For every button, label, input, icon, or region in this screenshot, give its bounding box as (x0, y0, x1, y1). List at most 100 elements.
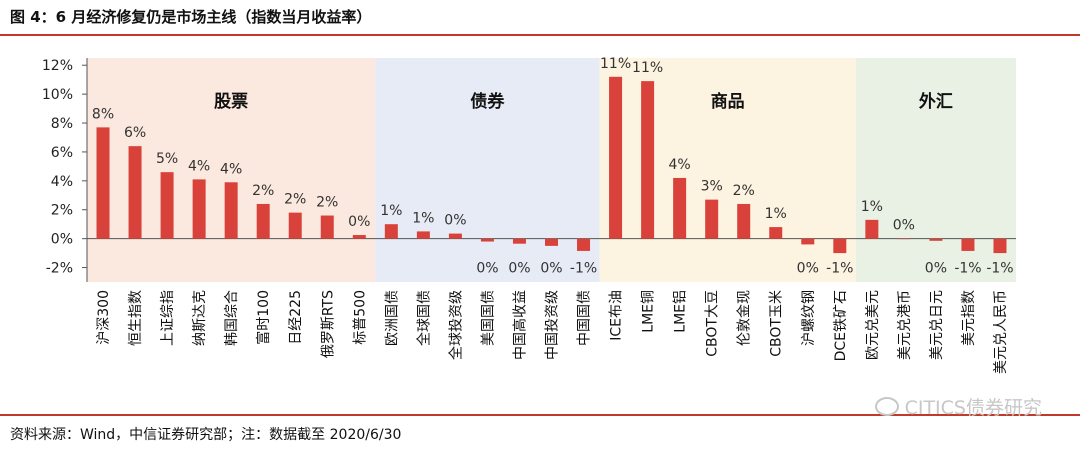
wechat-icon (874, 397, 899, 416)
data-label-21: 1% (765, 206, 787, 222)
data-label-3: 4% (188, 158, 210, 174)
category-label-26: 美元兑日元 (929, 290, 945, 360)
category-label-9: 欧洲国债 (384, 290, 400, 346)
y-tick-label: 12% (42, 58, 73, 74)
group-bg-3 (855, 58, 1016, 282)
bar-6 (288, 212, 302, 239)
category-label-27: 美元指数 (961, 290, 977, 346)
category-label-18: LME铝 (673, 290, 689, 333)
data-label-0: 8% (92, 106, 114, 122)
bar-16 (609, 76, 623, 239)
top-divider (0, 34, 1080, 36)
category-label-11: 全球投资级 (447, 290, 464, 360)
category-label-19: CBOT大豆 (705, 290, 721, 357)
bar-1 (128, 146, 142, 239)
y-tick-label: 2% (51, 203, 73, 219)
data-label-26: 0% (925, 261, 947, 277)
group-backgrounds (87, 58, 1016, 282)
bar-12 (480, 238, 494, 242)
group-title-0: 股票 (214, 92, 248, 112)
category-label-10: 全球国债 (415, 290, 432, 346)
bar-25 (897, 238, 911, 240)
bar-8 (352, 235, 366, 239)
data-label-12: 0% (476, 261, 498, 277)
data-label-25: 0% (893, 218, 915, 234)
bar-27 (961, 238, 975, 251)
bar-9 (384, 224, 398, 239)
data-label-1: 6% (124, 125, 146, 141)
y-axis: -2% 0% 2% 4% 6% 8% 10% 12% (42, 58, 1016, 282)
y-tick-label: 4% (51, 174, 73, 190)
bar-28 (993, 238, 1007, 254)
data-label-10: 1% (412, 210, 434, 226)
category-label-14: 中国投资级 (545, 290, 561, 360)
bar-19 (705, 199, 719, 239)
category-label-2: 上证综指 (160, 290, 176, 346)
chart-title: 图 4：6 月经济修复仍是市场主线（指数当月收益率） (10, 8, 372, 26)
category-label-20: 伦敦金现 (737, 290, 753, 346)
watermark-text: CITICS债券研究 (904, 397, 1042, 419)
bar-20 (737, 203, 751, 239)
data-label-18: 4% (669, 157, 691, 173)
data-label-19: 3% (701, 179, 723, 195)
category-label-28: 美元兑人民币 (993, 290, 1009, 374)
category-label-25: 美元兑港币 (897, 290, 913, 360)
data-label-2: 5% (156, 151, 178, 167)
bar-24 (865, 219, 879, 239)
bar-3 (192, 179, 206, 239)
group-bg-1 (375, 58, 600, 282)
bar-7 (320, 215, 334, 239)
source-note: 资料来源：Wind，中信证券研究部；注：数据截至 2020/6/30 (10, 427, 402, 443)
data-label-5: 2% (252, 183, 274, 199)
y-tick-label: 6% (51, 145, 73, 161)
data-label-15: -1% (570, 261, 597, 277)
category-label-7: 俄罗斯RTS (320, 290, 336, 358)
data-label-8: 0% (348, 214, 370, 230)
category-label-4: 韩国综合 (224, 290, 240, 346)
bar-10 (416, 231, 430, 239)
bar-26 (929, 238, 943, 241)
data-label-7: 2% (316, 195, 338, 211)
bars (96, 76, 1007, 254)
data-label-16: 11% (600, 56, 631, 72)
bar-15 (577, 238, 591, 251)
data-label-28: -1% (986, 261, 1013, 277)
category-label-21: CBOT玉米 (769, 290, 785, 357)
category-label-16: ICE布油 (609, 290, 625, 341)
category-label-6: 日经225 (288, 290, 304, 345)
data-label-17: 11% (632, 60, 663, 76)
bar-11 (448, 233, 462, 239)
data-label-4: 4% (220, 161, 242, 177)
bar-4 (224, 182, 238, 239)
bottom-divider (0, 414, 1080, 416)
category-label-1: 恒生指数 (128, 290, 144, 346)
category-label-17: LME铜 (641, 290, 657, 333)
category-label-8: 标普500 (352, 290, 368, 345)
data-label-24: 1% (861, 199, 883, 215)
group-title-2: 商品 (711, 91, 745, 112)
category-label-22: 沪螺纹钢 (801, 290, 817, 346)
y-tick-label: -2% (46, 261, 73, 277)
data-label-20: 2% (733, 183, 755, 199)
bar-5 (256, 203, 270, 239)
y-tick-label: 10% (42, 87, 73, 103)
category-label-24: 欧元兑美元 (865, 290, 881, 360)
data-label-23: -1% (826, 261, 853, 277)
data-label-9: 1% (380, 203, 402, 219)
group-title-1: 债券 (470, 91, 505, 112)
category-label-12: 美国国债 (480, 290, 496, 346)
category-label-0: 沪深300 (96, 290, 112, 345)
data-label-13: 0% (508, 261, 530, 277)
bar-14 (545, 238, 558, 246)
data-label-22: 0% (797, 261, 819, 277)
bar-2 (160, 172, 174, 239)
bar-23 (833, 238, 847, 254)
y-tick-label: 0% (51, 232, 73, 248)
bar-chart: -2% 0% 2% 4% 6% 8% 10% 12% 股票 债券 商品 外汇 8% 沪深300 6% 恒生指… (42, 56, 1016, 374)
data-label-27: -1% (954, 261, 981, 277)
bar-18 (673, 177, 687, 239)
category-label-13: 中国高收益 (511, 290, 528, 360)
category-label-15: 中国国债 (577, 290, 593, 346)
group-title-3: 外汇 (919, 91, 953, 112)
bar-21 (769, 227, 783, 239)
